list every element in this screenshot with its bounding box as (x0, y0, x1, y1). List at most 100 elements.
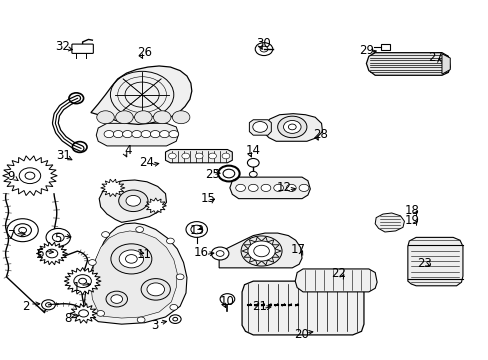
Circle shape (172, 318, 177, 321)
Text: 32: 32 (56, 40, 70, 53)
Circle shape (247, 158, 259, 167)
Circle shape (248, 184, 258, 192)
Circle shape (137, 317, 145, 323)
Circle shape (122, 131, 132, 138)
Text: 27: 27 (427, 51, 442, 64)
Circle shape (79, 278, 86, 284)
Circle shape (147, 283, 164, 296)
Text: 24: 24 (139, 156, 154, 169)
Text: 26: 26 (137, 46, 152, 59)
Text: 4: 4 (124, 144, 132, 157)
Polygon shape (249, 120, 271, 135)
Polygon shape (374, 213, 404, 232)
Circle shape (168, 131, 178, 138)
Circle shape (288, 124, 296, 130)
Circle shape (79, 310, 88, 317)
Text: 15: 15 (200, 192, 215, 205)
Circle shape (119, 190, 148, 212)
Text: 31: 31 (57, 149, 71, 162)
Polygon shape (2, 156, 57, 195)
Polygon shape (91, 66, 191, 125)
Polygon shape (165, 149, 232, 163)
Circle shape (88, 260, 96, 265)
Text: 12: 12 (276, 181, 291, 194)
Polygon shape (64, 267, 101, 295)
Circle shape (286, 184, 296, 192)
Circle shape (185, 222, 207, 237)
Circle shape (172, 111, 189, 124)
Circle shape (74, 275, 91, 288)
Circle shape (52, 233, 64, 242)
Text: 9: 9 (8, 170, 15, 183)
Circle shape (116, 111, 133, 124)
Circle shape (97, 111, 114, 124)
Text: 13: 13 (189, 224, 203, 238)
Circle shape (169, 305, 177, 310)
Circle shape (106, 291, 127, 307)
Text: 21: 21 (251, 300, 266, 313)
Text: 7: 7 (8, 229, 15, 242)
Text: 20: 20 (294, 328, 309, 341)
Circle shape (247, 241, 275, 261)
Circle shape (273, 184, 283, 192)
Polygon shape (101, 179, 125, 197)
Circle shape (136, 226, 143, 232)
Text: 18: 18 (404, 204, 419, 217)
Polygon shape (380, 44, 389, 50)
Circle shape (111, 244, 152, 274)
FancyBboxPatch shape (72, 44, 93, 53)
Circle shape (277, 116, 306, 138)
Circle shape (222, 153, 229, 159)
Circle shape (255, 42, 272, 55)
Circle shape (176, 274, 183, 280)
Circle shape (19, 168, 41, 184)
Polygon shape (84, 223, 186, 324)
Text: 8: 8 (64, 311, 72, 325)
Polygon shape (264, 114, 322, 141)
Text: 1: 1 (72, 281, 80, 294)
Polygon shape (91, 231, 177, 318)
Polygon shape (99, 180, 166, 222)
Circle shape (235, 184, 245, 192)
Text: 14: 14 (245, 144, 260, 157)
Circle shape (150, 131, 160, 138)
Polygon shape (219, 233, 302, 268)
Circle shape (45, 303, 51, 307)
Circle shape (102, 231, 109, 237)
Circle shape (25, 172, 35, 179)
Polygon shape (242, 281, 363, 335)
Text: 25: 25 (205, 168, 220, 181)
Text: 19: 19 (404, 214, 419, 227)
Circle shape (195, 153, 203, 159)
Polygon shape (407, 237, 462, 286)
Circle shape (261, 184, 270, 192)
Circle shape (46, 249, 58, 258)
Circle shape (252, 122, 267, 132)
Text: 3: 3 (151, 319, 158, 332)
Circle shape (299, 184, 308, 192)
Polygon shape (229, 177, 310, 199)
Polygon shape (70, 303, 97, 323)
Polygon shape (441, 54, 449, 74)
Circle shape (119, 250, 143, 268)
Polygon shape (242, 237, 281, 265)
Text: 23: 23 (417, 257, 431, 270)
Polygon shape (145, 198, 166, 214)
Circle shape (211, 247, 228, 260)
Circle shape (249, 171, 257, 177)
Circle shape (46, 228, 70, 246)
Text: 10: 10 (220, 295, 234, 308)
Circle shape (97, 311, 104, 316)
Circle shape (113, 131, 123, 138)
Circle shape (111, 295, 122, 303)
Text: 22: 22 (331, 267, 346, 280)
Text: 29: 29 (358, 44, 373, 57)
Circle shape (19, 227, 26, 233)
Circle shape (166, 238, 174, 244)
Circle shape (125, 255, 137, 263)
Circle shape (168, 153, 176, 159)
Circle shape (169, 315, 181, 323)
Text: 16: 16 (194, 246, 209, 259)
Polygon shape (366, 53, 449, 75)
Circle shape (126, 195, 141, 206)
